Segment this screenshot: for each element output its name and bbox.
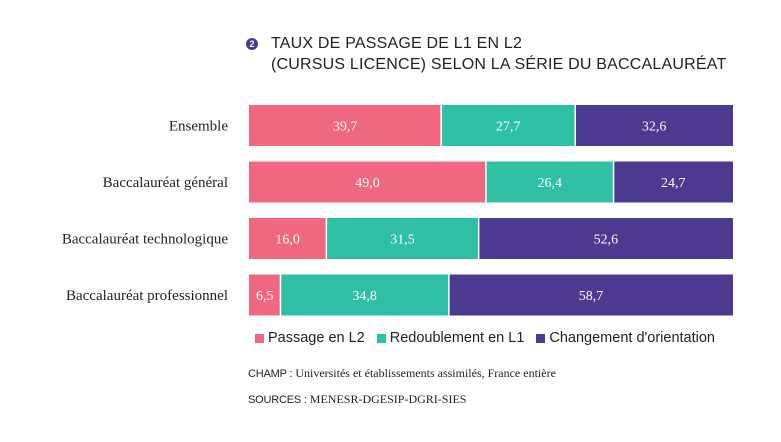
legend-label-changement: Changement d'orientation (549, 330, 715, 346)
bar-segment-changement (448, 274, 733, 316)
legend-label-redoublement: Redoublement en L1 (389, 330, 525, 346)
bar-segment-changement (613, 161, 733, 203)
data-label-changement: 52,6 (594, 233, 619, 248)
champ-text: Universités et établissements assimilés,… (295, 366, 556, 380)
bar-segment-changement (478, 218, 733, 259)
category-label: Baccalauréat général (103, 175, 228, 191)
legend-swatch-passage (255, 333, 264, 343)
chart-title-line-1: TAUX DE PASSAGE DE L1 EN L2 (271, 35, 523, 52)
category-label: Baccalauréat professionnel (66, 288, 228, 304)
data-label-changement: 24,7 (661, 176, 686, 191)
bar-segment-passage (249, 218, 327, 259)
data-label-redoublement: 27,7 (496, 120, 521, 135)
bar-segment-passage (249, 161, 486, 203)
bar-segment-passage (249, 274, 281, 316)
bar-segment-passage (249, 105, 442, 146)
bar-segment-redoublement (485, 161, 614, 203)
data-label-passage: 16,0 (275, 233, 300, 248)
chart-title-line-2: (CURSUS LICENCE) SELON LA SÉRIE DU BACCA… (271, 56, 727, 73)
champ-note: CHAMP : Universités et établissements as… (248, 366, 556, 381)
sources-text: MENESR-DGESIP-DGRI-SIES (309, 392, 467, 406)
category-label: Ensemble (169, 119, 228, 135)
data-label-changement: 32,6 (642, 120, 667, 135)
bar-segment-redoublement (280, 274, 449, 316)
bar-segment-redoublement (441, 105, 576, 146)
data-label-passage: 49,0 (355, 176, 380, 191)
data-label-passage: 6,5 (256, 289, 274, 304)
data-label-redoublement: 34,8 (352, 289, 377, 304)
stacked-bar-chart: Ensemble 39,7 27,7 32,6 Baccalauréat général… (62, 105, 733, 316)
data-label-changement: 58,7 (579, 289, 604, 304)
data-label-redoublement: 31,5 (390, 233, 415, 248)
legend-swatch-changement (536, 333, 546, 343)
legend-item-redoublement: Redoublement en L1 (376, 330, 525, 346)
legend-item-changement: Changement d'orientation (536, 330, 715, 346)
sources-key: SOURCES : (248, 394, 307, 406)
sources-note: SOURCES : MENESR-DGESIP-DGRI-SIES (248, 392, 466, 407)
category-label: Baccalauréat technologique (62, 232, 229, 248)
legend-item-passage: Passage en L2 (255, 330, 365, 346)
legend-swatch-redoublement (376, 333, 386, 343)
figure-number-badge: 2 (246, 38, 258, 50)
bar-segment-changement (575, 105, 733, 146)
legend-label-passage: Passage en L2 (268, 330, 365, 346)
chart-legend: Passage en L2 Redoublement en L1 Changem… (255, 330, 715, 346)
champ-key: CHAMP : (248, 368, 293, 380)
bar-segment-redoublement (326, 218, 479, 259)
data-label-passage: 39,7 (333, 120, 358, 135)
data-label-redoublement: 26,4 (537, 176, 562, 191)
